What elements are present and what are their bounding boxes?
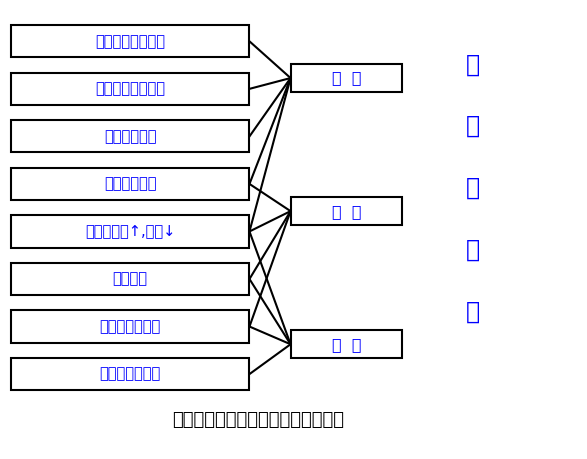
Text: 冷: 冷 xyxy=(465,52,480,76)
Text: 补充水耗量增加: 补充水耗量增加 xyxy=(99,367,161,381)
Text: 泵输水压力↑,流量↓: 泵输水压力↑,流量↓ xyxy=(85,224,175,239)
Text: 腐  蚀: 腐 蚀 xyxy=(332,71,361,85)
Text: 冷却塔效率下降: 冷却塔效率下降 xyxy=(99,319,161,334)
Text: 热交换器效率下降: 热交换器效率下降 xyxy=(95,34,165,49)
Text: 却: 却 xyxy=(465,114,480,138)
Text: 促进腐蚀: 促进腐蚀 xyxy=(113,272,147,286)
FancyBboxPatch shape xyxy=(291,64,402,92)
Text: 腐: 腐 xyxy=(465,238,480,262)
Text: 热交换器穿孔泄漏: 热交换器穿孔泄漏 xyxy=(95,81,165,96)
Text: 材质强度下降: 材质强度下降 xyxy=(104,129,156,144)
FancyBboxPatch shape xyxy=(11,73,249,105)
Text: 蚀: 蚀 xyxy=(465,300,480,324)
Text: 热交换器堵塞: 热交换器堵塞 xyxy=(104,176,156,191)
FancyBboxPatch shape xyxy=(11,263,249,295)
Text: 循环冷却水腐蚀、结垢和沉泥的后果: 循环冷却水腐蚀、结垢和沉泥的后果 xyxy=(172,411,345,429)
FancyBboxPatch shape xyxy=(11,25,249,57)
Text: 水: 水 xyxy=(465,176,480,200)
FancyBboxPatch shape xyxy=(291,197,402,225)
FancyBboxPatch shape xyxy=(11,215,249,247)
FancyBboxPatch shape xyxy=(11,310,249,342)
FancyBboxPatch shape xyxy=(291,330,402,358)
Text: 污  泥: 污 泥 xyxy=(332,337,361,352)
FancyBboxPatch shape xyxy=(11,358,249,390)
FancyBboxPatch shape xyxy=(11,120,249,152)
Text: 结  垢: 结 垢 xyxy=(332,204,361,218)
FancyBboxPatch shape xyxy=(11,168,249,200)
